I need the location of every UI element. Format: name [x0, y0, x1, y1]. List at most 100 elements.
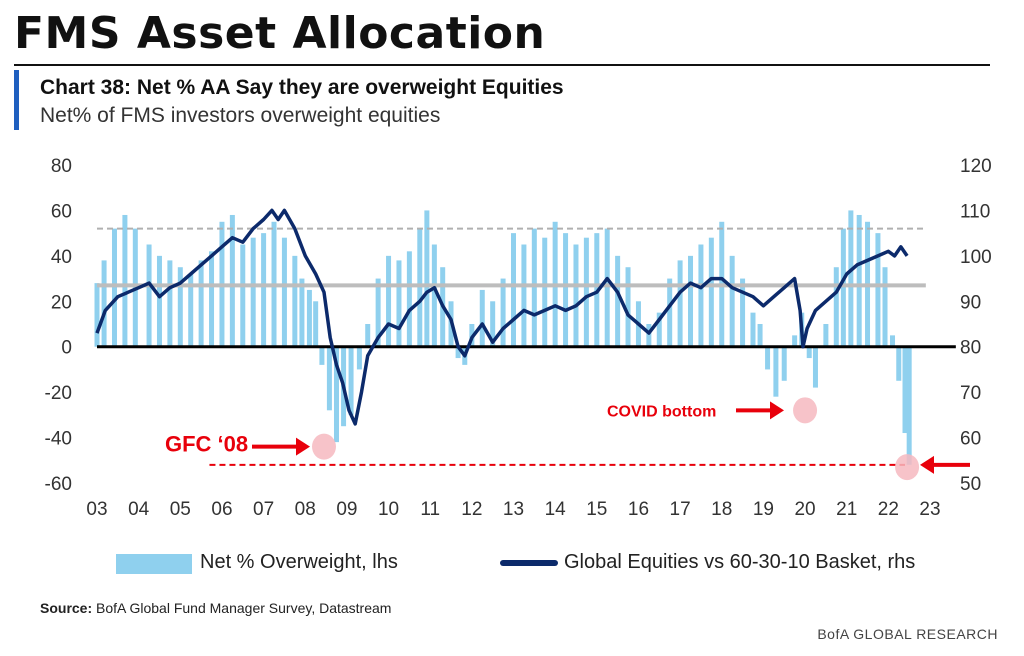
covid-label: COVID bottom — [607, 403, 716, 420]
bar — [365, 324, 371, 347]
bar — [882, 267, 888, 347]
x-tick: 06 — [211, 499, 232, 520]
bar — [375, 278, 381, 347]
bar — [386, 255, 392, 347]
x-tick: 18 — [711, 499, 732, 520]
bar — [542, 237, 548, 347]
bar — [177, 267, 183, 347]
bar — [698, 244, 704, 347]
x-tick: 16 — [628, 499, 649, 520]
axes: 80 60 40 20 0 -20 -40 -60 120 110 100 90 80 70 60 50 03 0… — [45, 156, 992, 520]
bar — [890, 335, 896, 347]
highlight-circle — [311, 433, 336, 460]
bar — [615, 255, 621, 347]
header-rule — [14, 64, 990, 66]
bar — [806, 346, 812, 359]
bar — [431, 244, 437, 347]
bar — [708, 237, 714, 347]
bar — [848, 210, 854, 347]
bar — [840, 228, 846, 347]
low-arrow-head — [920, 455, 934, 474]
bar — [261, 233, 267, 347]
y-left-tick: 0 — [61, 338, 72, 359]
source-label: Source: — [40, 600, 93, 616]
series-line — [95, 208, 909, 426]
chart: 80 60 40 20 0 -20 -40 -60 120 110 100 90 80 70 60 50 03 0… — [45, 156, 992, 520]
bar — [299, 278, 305, 347]
highlight-circle — [895, 454, 920, 481]
bar — [146, 244, 152, 347]
x-tick: 20 — [794, 499, 815, 520]
y-right-tick: 90 — [960, 292, 981, 313]
highlight-circle — [793, 397, 818, 424]
chart-subtitle: Net% of FMS investors overweight equitie… — [40, 104, 441, 127]
bar — [406, 251, 412, 347]
y-right-tick: 120 — [960, 156, 992, 177]
bar — [455, 346, 461, 359]
x-tick: 08 — [295, 499, 316, 520]
bar — [812, 346, 818, 388]
x-tick: 11 — [420, 499, 440, 520]
y-right-tick: 100 — [960, 247, 992, 268]
legend: Net % Overweight, lhs Global Equities vs… — [0, 548, 1024, 578]
bar — [326, 346, 332, 411]
bar — [111, 228, 117, 347]
x-tick: 10 — [378, 499, 399, 520]
legend-label-line: Global Equities vs 60-30-10 Basket, rhs — [564, 551, 916, 573]
bar — [604, 228, 610, 347]
legend-swatch-line — [500, 560, 558, 566]
legend-swatch-bars — [116, 554, 192, 574]
bar — [292, 255, 298, 347]
y-right-tick: 60 — [960, 429, 981, 450]
bar — [656, 312, 662, 347]
accent-bar — [14, 70, 19, 130]
bar — [348, 346, 354, 415]
y-left-tick: 40 — [51, 247, 72, 268]
bar — [101, 260, 107, 347]
x-tick: 07 — [253, 499, 274, 520]
bar — [188, 274, 194, 347]
y-left-tick: 80 — [51, 156, 72, 177]
bar — [229, 214, 235, 347]
gfc-arrow-head — [296, 437, 310, 456]
bar — [479, 289, 485, 347]
bar — [757, 324, 763, 347]
bar — [313, 301, 319, 347]
bar — [688, 255, 694, 347]
bar — [667, 278, 673, 347]
y-right-tick: 110 — [960, 201, 990, 222]
bar — [333, 346, 339, 443]
bars-layer — [94, 210, 912, 465]
y-left-tick: -60 — [45, 474, 72, 495]
x-tick: 23 — [919, 499, 940, 520]
x-tick: 09 — [336, 499, 357, 520]
bar — [94, 283, 100, 347]
bar — [209, 251, 215, 347]
bar — [521, 244, 527, 347]
bar — [356, 346, 362, 370]
bar — [319, 346, 325, 365]
bar — [750, 312, 756, 347]
bar — [875, 233, 881, 347]
chart-title: Chart 38: Net % AA Say they are overweig… — [40, 76, 564, 99]
y-left-tick: 60 — [51, 201, 72, 222]
gfc-label: GFC ‘08 — [165, 431, 248, 456]
bar — [198, 260, 204, 347]
bar — [781, 346, 787, 381]
brand-footer: BofA GLOBAL RESEARCH — [817, 626, 998, 642]
y-left-tick: -20 — [45, 383, 72, 404]
bar — [583, 237, 589, 347]
bar — [424, 210, 430, 347]
x-tick: 03 — [86, 499, 107, 520]
bar — [281, 237, 287, 347]
bar — [765, 346, 771, 370]
bar — [240, 244, 246, 347]
reference-lines — [97, 227, 956, 466]
bar — [250, 237, 256, 347]
bar — [396, 260, 402, 347]
bar — [122, 214, 128, 347]
bar — [167, 260, 173, 347]
bar — [856, 214, 862, 347]
bar — [792, 335, 798, 347]
bar — [902, 346, 908, 434]
